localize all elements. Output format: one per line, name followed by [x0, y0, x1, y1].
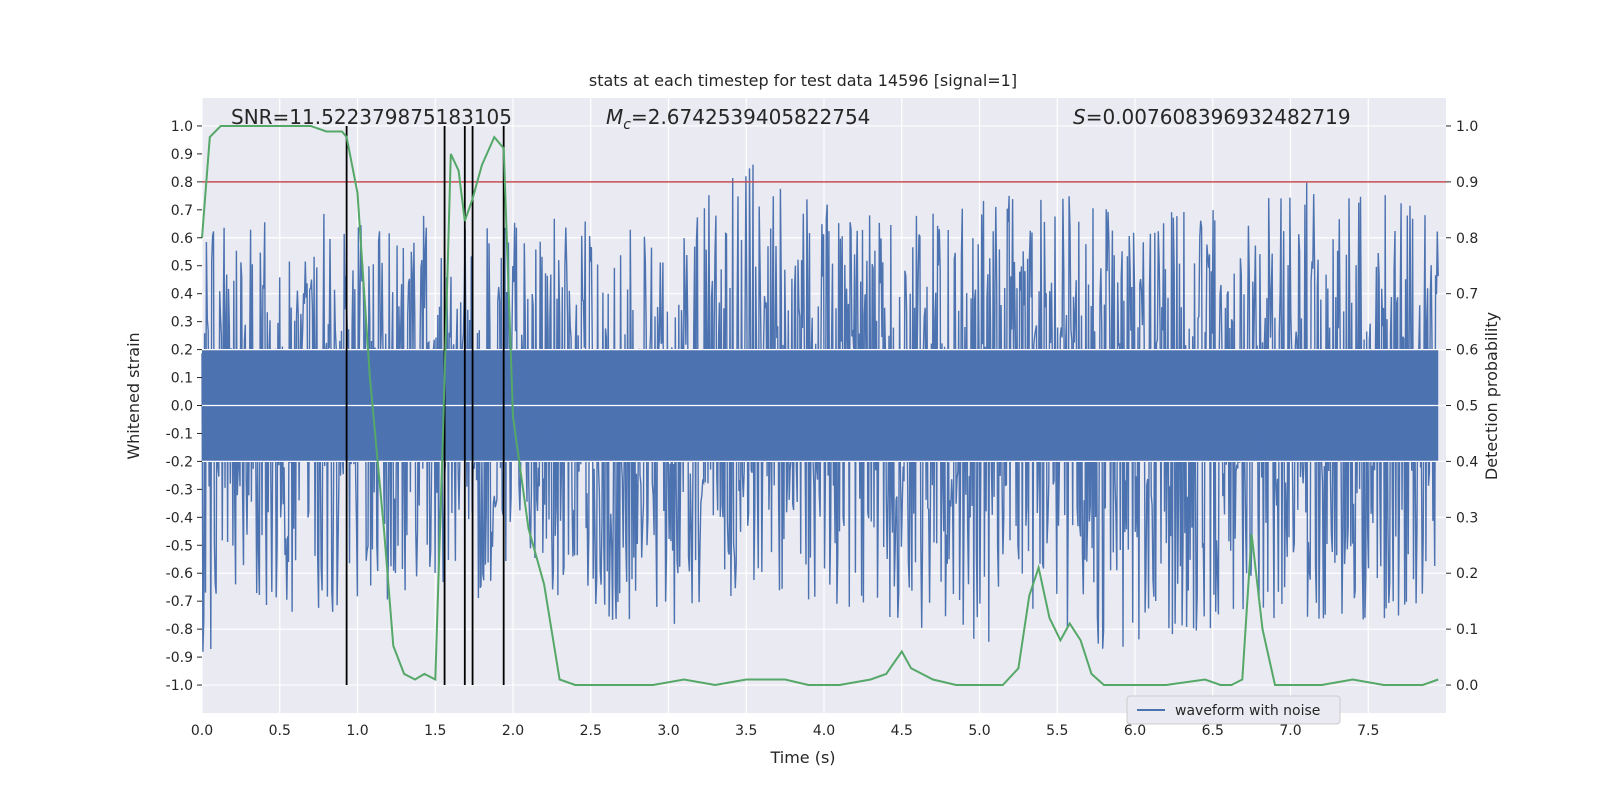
y-left-tick-17: 0.7 [171, 203, 193, 219]
y-left-tick-11: 0.1 [171, 371, 193, 387]
x-tick-2: 1.0 [346, 723, 368, 739]
y-left-tick-10: 0.0 [171, 399, 193, 415]
s-annotation: S=0.007608396932482719 [1073, 105, 1351, 129]
y-left-tick-19: 0.9 [171, 147, 193, 163]
probability-series [201, 125, 1439, 687]
y-left-tick-12: 0.2 [171, 343, 193, 359]
x-tick-15: 7.5 [1357, 723, 1379, 739]
y-right-tick-8: 0.8 [1456, 231, 1478, 247]
x-tick-8: 4.0 [813, 723, 835, 739]
y-axis-right-label: Detection probability [1482, 312, 1501, 480]
y-right-tick-6: 0.6 [1456, 343, 1478, 359]
x-tick-labels: 0.0 0.5 1.0 1.5 2.0 2.5 3.0 3.5 4.0 4.5 5.0 5.5 6.0 6… [191, 723, 1380, 739]
y-left-tick-18: 0.8 [171, 175, 193, 191]
y-left-tick-20: 1.0 [171, 119, 193, 135]
x-tick-1: 0.5 [269, 723, 291, 739]
x-tick-10: 5.0 [968, 723, 990, 739]
y-left-tick-9: -0.1 [166, 426, 193, 442]
x-tick-12: 6.0 [1124, 723, 1146, 739]
x-tick-3: 1.5 [424, 723, 446, 739]
x-tick-14: 7.0 [1279, 723, 1301, 739]
legend: waveform with noise [1126, 695, 1341, 725]
x-tick-11: 5.5 [1046, 723, 1068, 739]
y-left-tick-2: -0.8 [166, 622, 193, 638]
x-tick-4: 2.0 [502, 723, 524, 739]
y-right-tick-2: 0.2 [1456, 566, 1478, 582]
strain-series [201, 164, 1446, 652]
y-right-tick-1: 0.1 [1456, 622, 1478, 638]
y-right-tick-10: 1.0 [1456, 119, 1478, 135]
y-left-tick-14: 0.4 [171, 287, 193, 303]
y-left-tick-4: -0.6 [166, 566, 193, 582]
chart-title: stats at each timestep for test data 145… [589, 71, 1017, 90]
y-right-tick-0: 0.0 [1456, 678, 1478, 694]
y-right-tick-3: 0.3 [1456, 510, 1478, 526]
s-value: =0.007608396932482719 [1086, 105, 1351, 129]
y-left-tick-16: 0.6 [171, 231, 193, 247]
snr-annotation: SNR=11.522379875183105 [231, 105, 512, 129]
y-left-tick-5: -0.5 [166, 538, 193, 554]
x-tick-13: 6.5 [1202, 723, 1224, 739]
x-tick-0: 0.0 [191, 723, 213, 739]
y-right-tick-labels: 0.0 0.1 0.2 0.3 0.4 0.5 0.6 0.7 0.8 0.9 1.0 [1446, 119, 1478, 694]
legend-label-waveform: waveform with noise [1175, 703, 1320, 719]
y-right-tick-9: 0.9 [1456, 175, 1478, 191]
probability-line [201, 125, 1439, 687]
y-left-tick-3: -0.7 [166, 594, 193, 610]
x-tick-7: 3.5 [735, 723, 757, 739]
strain-line [201, 164, 1439, 652]
y-right-tick-7: 0.7 [1456, 287, 1478, 303]
y-right-tick-4: 0.4 [1456, 454, 1478, 470]
chirp-mass-annotation: Mc=2.6742539405822754 [606, 105, 870, 133]
chirp-mass-value: =2.6742539405822754 [631, 105, 870, 129]
y-left-tick-6: -0.4 [166, 510, 193, 526]
y-left-tick-labels: -1.0 -0.9 -0.8 -0.7 -0.6 -0.5 -0.4 -0.3 -0.2 -0.1… [166, 119, 202, 694]
x-tick-5: 2.5 [580, 723, 602, 739]
y-left-tick-13: 0.3 [171, 315, 193, 331]
y-left-tick-8: -0.2 [166, 454, 193, 470]
chirp-mass-symbol: M [606, 105, 623, 129]
x-tick-9: 4.5 [891, 723, 913, 739]
y-left-tick-7: -0.3 [166, 482, 193, 498]
y-axis-left-label: Whitened strain [124, 332, 143, 459]
y-left-tick-1: -0.9 [166, 650, 193, 666]
legend-box [1126, 695, 1341, 725]
chirp-mass-subscript: c [623, 117, 631, 133]
y-right-tick-5: 0.5 [1456, 399, 1478, 415]
x-tick-6: 3.0 [657, 723, 679, 739]
s-symbol: S [1073, 105, 1086, 129]
y-left-tick-15: 0.5 [171, 259, 193, 275]
x-axis-label: Time (s) [769, 748, 835, 767]
y-left-tick-0: -1.0 [166, 678, 193, 694]
